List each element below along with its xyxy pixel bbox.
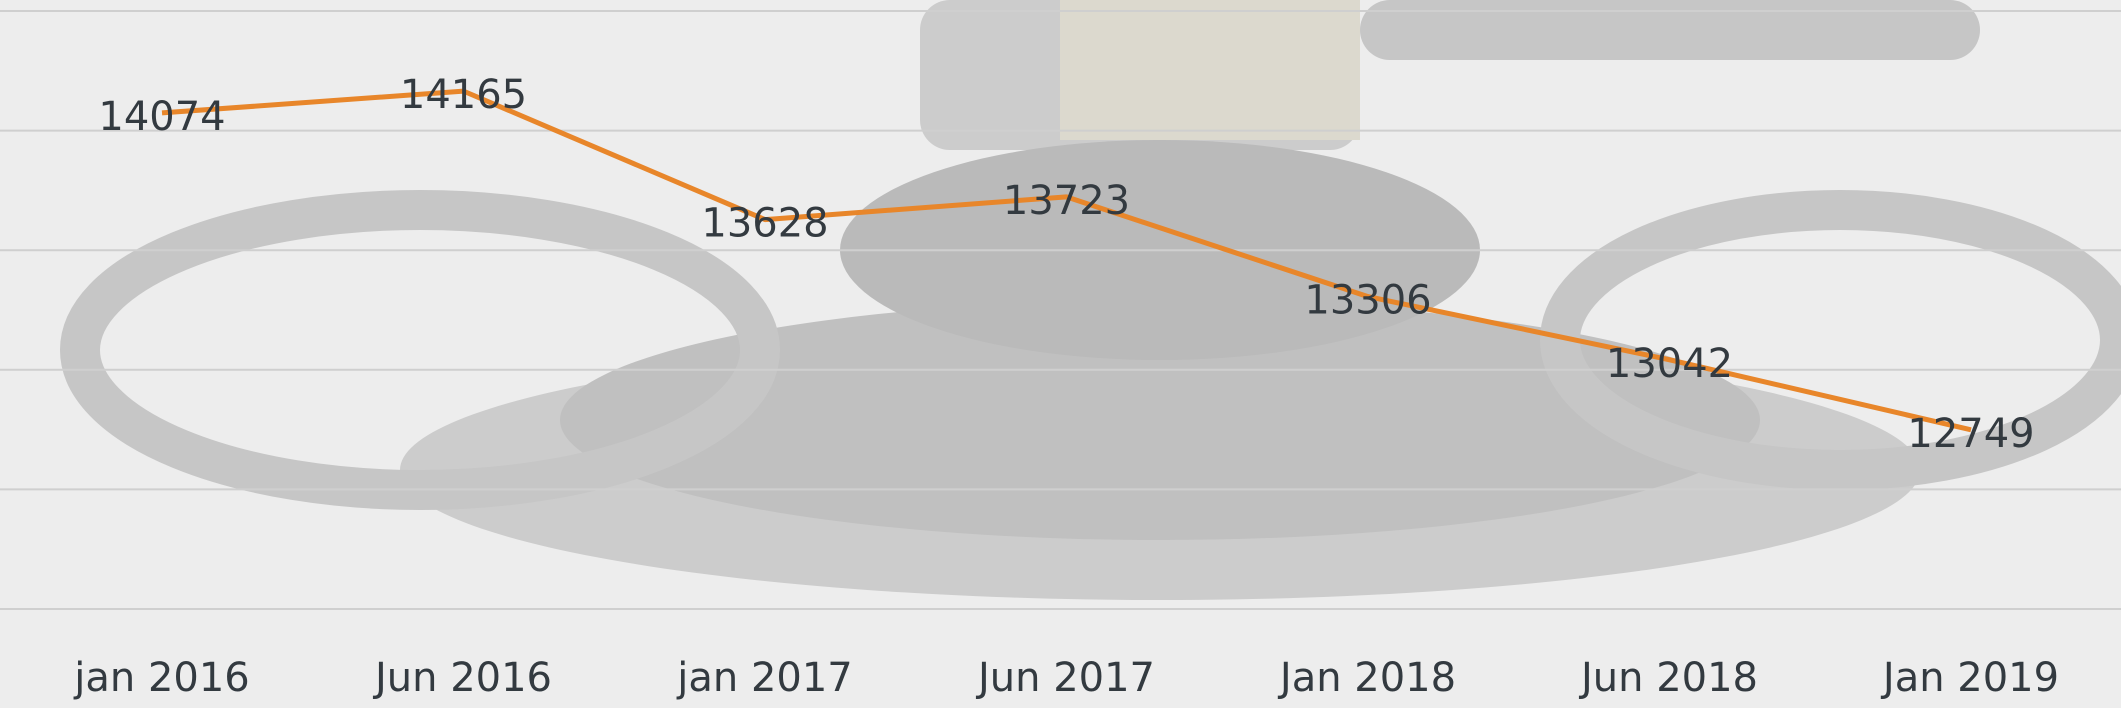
data-label: 14165 (400, 72, 527, 118)
data-label: 13306 (1304, 278, 1431, 324)
line-series (161, 88, 1972, 433)
data-label: 13723 (1003, 178, 1130, 224)
x-tick-label: jan 2016 (73, 655, 250, 701)
x-tick-label: Jun 2017 (975, 655, 1155, 701)
x-tick-label: Jan 2018 (1277, 655, 1456, 701)
x-tick-label: Jun 2016 (372, 655, 552, 701)
x-tick-label: Jun 2018 (1578, 655, 1758, 701)
data-label: 13042 (1606, 341, 1733, 387)
data-label: 14074 (98, 94, 225, 140)
x-tick-label: Jan 2019 (1880, 655, 2059, 701)
x-tick-label: jan 2017 (676, 655, 853, 701)
data-label: 13628 (701, 201, 828, 247)
data-label: 12749 (1907, 411, 2034, 457)
